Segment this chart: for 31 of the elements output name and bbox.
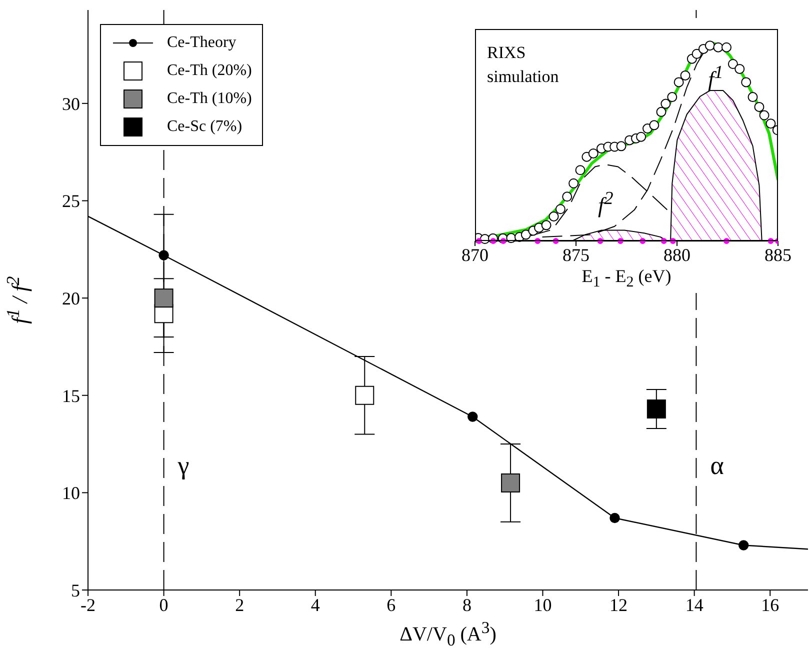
annotation: f$^{2}$ xyxy=(598,188,614,218)
x-tick-label: 10 xyxy=(534,594,552,615)
ref-line-label: α xyxy=(710,451,724,480)
x-tick-label: 12 xyxy=(610,594,628,615)
legend-label: Ce-Theory xyxy=(167,34,236,52)
x-tick-label: 14 xyxy=(685,594,704,615)
x-axis-title: E$_{1}$ - E$_{2}$ (eV) xyxy=(580,266,672,292)
y-tick-label: 15 xyxy=(62,386,80,406)
x-tick-label: 6 xyxy=(386,594,396,615)
annotation: RIXS simulation xyxy=(487,42,560,88)
y-tick-label: 5 xyxy=(71,580,80,600)
x-tick-label: 16 xyxy=(761,594,780,615)
x-axis-title: ΔV/V$_{0}$ (A$^{3}$) xyxy=(398,618,498,651)
y-tick-label: 20 xyxy=(62,288,80,308)
x-tick-label: 8 xyxy=(462,594,472,615)
y-tick-label: 30 xyxy=(62,94,80,114)
ref-line-label: γ xyxy=(176,451,190,480)
x-tick-label: 2 xyxy=(235,594,244,615)
legend-label: Ce-Th (10%) xyxy=(167,90,252,108)
x-tick-label: 0 xyxy=(159,594,168,615)
x-tick-label: -2 xyxy=(80,594,96,615)
x-tick-label: 880 xyxy=(664,244,690,265)
legend-label: Ce-Sc (7%) xyxy=(167,118,242,136)
x-tick-label: 870 xyxy=(462,244,488,265)
annotation: f$^{1}$ xyxy=(708,62,724,92)
x-tick-label: 875 xyxy=(562,244,590,265)
legend-label: Ce-Th (20%) xyxy=(167,62,252,80)
y-tick-label: 10 xyxy=(62,483,80,504)
x-tick-label: 885 xyxy=(764,244,792,265)
y-tick-label: 25 xyxy=(62,191,80,212)
x-tick-label: 4 xyxy=(310,594,320,615)
